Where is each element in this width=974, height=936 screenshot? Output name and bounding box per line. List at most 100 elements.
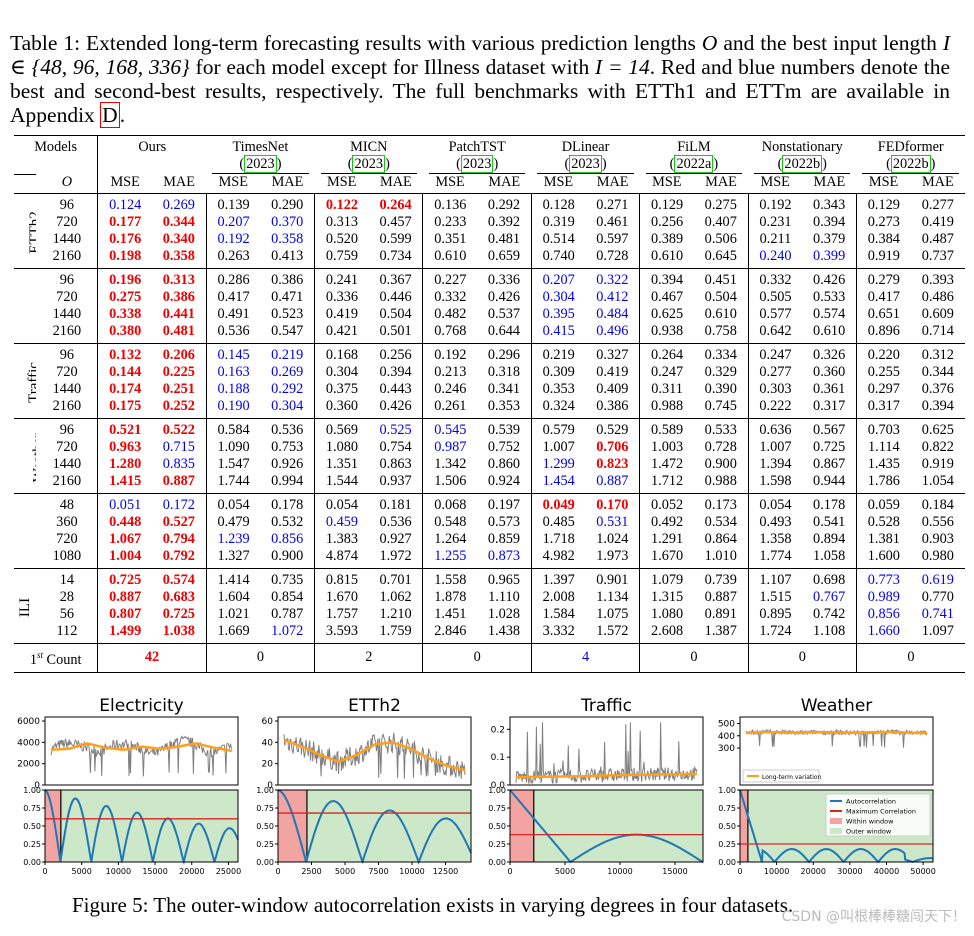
horizon-cell: 720 bbox=[56, 214, 78, 230]
dataset-name: ETTh2 bbox=[26, 211, 37, 254]
count-cell: 0 bbox=[855, 643, 965, 673]
value-cell: 0.742 bbox=[813, 606, 846, 622]
value-cell: 0.332 bbox=[747, 268, 803, 289]
citation-link[interactable]: 2022a bbox=[674, 155, 714, 173]
table-row: 720 0.144 0.225 0.163 0.269 0.304 0.394 0.213 0.… bbox=[14, 364, 965, 381]
table-row: ILI 14 0.725 0.574 1.414 0.735 0.815 0.701 1.558… bbox=[14, 568, 965, 644]
value-cell: 1.878 bbox=[422, 589, 478, 606]
acf-line bbox=[739, 789, 934, 864]
value-cell: 0.145 bbox=[205, 343, 261, 364]
model-citation: (2023) bbox=[212, 155, 309, 174]
appendix-link[interactable]: D bbox=[100, 102, 120, 128]
results-table: Models Ours TimesNet(2023) MICN(2023) Patch… bbox=[14, 135, 965, 673]
acf-ytick-label: 0.00 bbox=[718, 858, 736, 867]
citation-link[interactable]: 2022b bbox=[782, 155, 823, 173]
value-cell: 0.768 bbox=[422, 323, 478, 344]
value-cell: 1.572 bbox=[585, 623, 640, 644]
value-cell: 2.846 bbox=[422, 623, 478, 644]
value-cell: 0.625 bbox=[639, 306, 694, 323]
value-cell: 0.222 bbox=[747, 398, 803, 419]
value-cell: 0.715 bbox=[162, 439, 195, 455]
value-cell: 0.207 bbox=[205, 214, 261, 231]
value-cell: 1.239 bbox=[205, 531, 261, 548]
value-cell: 0.739 bbox=[704, 572, 737, 588]
value-cell: 0.894 bbox=[813, 531, 846, 547]
acf-xtick-label: 10000 bbox=[764, 867, 789, 876]
value-cell: 0.269 bbox=[162, 197, 195, 213]
horizon-cell: 2160 bbox=[36, 473, 98, 494]
panel-title: Weather bbox=[801, 696, 873, 716]
top-ytick-label: 40 bbox=[262, 738, 274, 748]
acf-ytick-label: 0.25 bbox=[718, 840, 736, 849]
metric-header: MSE bbox=[868, 174, 899, 190]
value-cell: 0.393 bbox=[921, 272, 954, 288]
citation-link[interactable]: 2023 bbox=[569, 155, 602, 173]
citation-link[interactable]: 2022b bbox=[890, 155, 931, 173]
citation-link[interactable]: 2023 bbox=[244, 155, 277, 173]
series-line bbox=[283, 732, 466, 780]
table-row: 2160 0.175 0.252 0.190 0.304 0.360 0.426 0.261 0… bbox=[14, 398, 965, 419]
value-cell: 0.533 bbox=[704, 422, 737, 438]
value-cell: 0.854 bbox=[271, 589, 304, 605]
value-cell: 0.211 bbox=[747, 231, 803, 248]
value-cell: 0.792 bbox=[152, 548, 207, 569]
trend-line bbox=[515, 772, 698, 779]
value-cell: 0.277 bbox=[921, 197, 954, 213]
value-cell: 0.522 bbox=[162, 422, 195, 438]
acf-xtick-label: 30000 bbox=[837, 867, 862, 876]
value-cell: 0.297 bbox=[855, 381, 911, 398]
value-cell: 0.963 bbox=[97, 439, 153, 456]
acf-xtick-label: 10000 bbox=[607, 867, 632, 876]
table-row: 720 1.067 0.794 1.239 0.856 1.383 0.927 1.264 0.… bbox=[14, 531, 965, 548]
value-cell: 0.322 bbox=[596, 272, 629, 288]
citation-link[interactable]: 2023 bbox=[460, 155, 494, 173]
value-cell: 1.394 bbox=[747, 456, 803, 473]
value-cell: 0.485 bbox=[530, 514, 586, 531]
value-cell: 3.332 bbox=[530, 623, 586, 644]
value-cell: 0.304 bbox=[260, 398, 315, 419]
value-cell: 0.175 bbox=[97, 398, 153, 419]
value-cell: 0.412 bbox=[596, 289, 629, 305]
table-row: Exchange 48 0.051 0.172 0.054 0.178 0.054 0.181… bbox=[14, 493, 965, 569]
value-cell: 0.279 bbox=[855, 268, 911, 289]
count-cell: 0 bbox=[205, 643, 315, 673]
citation-link[interactable]: 2023 bbox=[352, 155, 386, 173]
acf-xtick-label: 2500 bbox=[301, 867, 321, 876]
value-cell: 0.358 bbox=[271, 231, 304, 247]
value-cell: 0.379 bbox=[813, 231, 846, 247]
value-cell: 0.451 bbox=[704, 272, 737, 288]
value-cell: 0.504 bbox=[704, 289, 737, 305]
metric-header: MSE bbox=[326, 174, 357, 190]
acf-xtick-label: 50000 bbox=[910, 867, 935, 876]
value-cell: 0.822 bbox=[921, 439, 954, 455]
top-ytick-label: 0 bbox=[267, 781, 273, 791]
value-cell: 0.251 bbox=[162, 381, 195, 397]
horizon-cell: 96 bbox=[59, 272, 75, 288]
value-cell: 0.184 bbox=[921, 497, 954, 513]
value-cell: 0.505 bbox=[747, 289, 803, 306]
value-cell: 1.038 bbox=[152, 623, 207, 644]
metric-header: MAE bbox=[813, 174, 846, 190]
value-cell: 0.609 bbox=[921, 306, 954, 322]
model-header: FEDformer(2022b) bbox=[856, 135, 965, 174]
value-cell: 0.759 bbox=[314, 248, 369, 269]
value-cell: 1.547 bbox=[205, 456, 261, 473]
value-cell: 0.375 bbox=[314, 381, 369, 398]
value-cell: 0.823 bbox=[596, 456, 629, 472]
metric-header: MSE bbox=[218, 174, 248, 190]
dataset-label: ILI bbox=[14, 568, 37, 644]
value-cell: 1.291 bbox=[639, 531, 694, 548]
value-cell: 0.965 bbox=[487, 572, 521, 588]
value-cell: 0.132 bbox=[97, 343, 153, 364]
top-ytick-label: 500 bbox=[718, 719, 735, 729]
value-cell: 0.163 bbox=[205, 364, 261, 381]
value-cell: 1.010 bbox=[693, 548, 749, 569]
value-cell: 0.536 bbox=[379, 514, 412, 530]
table-row: 1440 0.176 0.340 0.192 0.358 0.520 0.599 0.351 0… bbox=[14, 231, 965, 248]
metric-header: MSE bbox=[543, 174, 574, 190]
value-cell: 0.054 bbox=[314, 493, 369, 514]
value-cell: 0.332 bbox=[422, 289, 478, 306]
value-cell: 0.344 bbox=[162, 214, 195, 230]
value-cell: 1.515 bbox=[747, 589, 803, 606]
value-cell: 1.558 bbox=[422, 568, 478, 589]
